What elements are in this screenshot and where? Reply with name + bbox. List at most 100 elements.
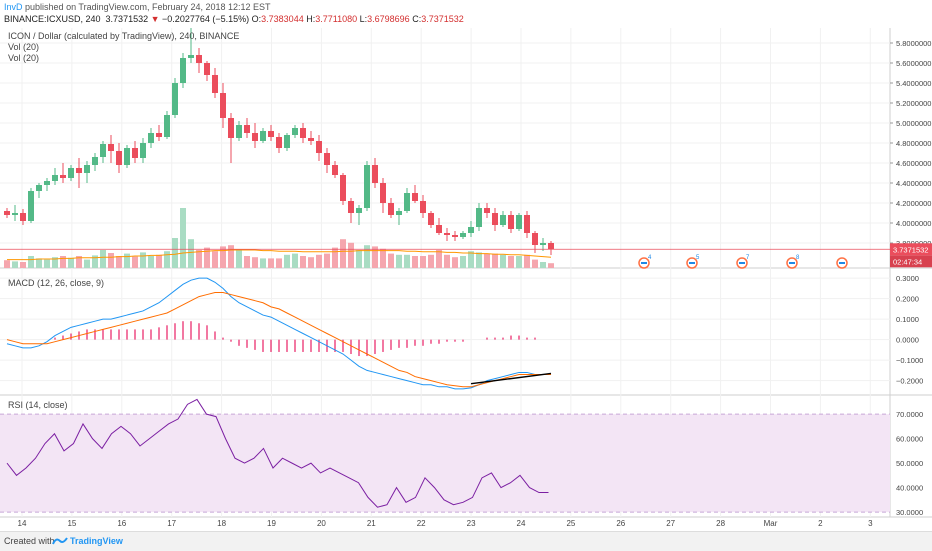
author-name[interactable]: InvD	[4, 2, 23, 12]
candle-body	[420, 201, 426, 213]
volume-bar	[412, 256, 418, 268]
y-tick-label: 5.0000000	[896, 119, 931, 128]
candle-body	[332, 165, 338, 175]
volume-bar	[524, 254, 530, 268]
candle-body	[148, 133, 154, 143]
x-tick-label: 26	[616, 519, 625, 528]
low-label: L:	[359, 14, 368, 24]
volume-label-2: Vol (20)	[8, 53, 40, 63]
volume-bar	[492, 253, 498, 268]
volume-ma-line	[7, 249, 552, 261]
candle-body	[228, 118, 234, 138]
volume-bar	[316, 254, 322, 268]
x-tick-label: 21	[367, 519, 376, 528]
candle-body	[540, 243, 546, 245]
footer: Created with TradingView	[0, 531, 932, 551]
candle-body	[156, 133, 162, 137]
candle-body	[52, 175, 58, 181]
candle-body	[220, 93, 226, 118]
rsi-pane-title: RSI (14, close)	[8, 400, 68, 410]
volume-bar	[260, 258, 266, 268]
rsi-line	[6, 398, 549, 508]
signal-line	[6, 292, 551, 388]
publish-info: published on TradingView.com, February 2…	[25, 2, 271, 12]
candle-body	[44, 181, 50, 185]
volume-bar	[500, 254, 506, 268]
candle-body	[316, 141, 322, 153]
volume-bar	[332, 247, 338, 268]
candle-body	[284, 135, 290, 148]
volume-bar	[436, 250, 442, 268]
y-tick-label: 70.0000	[896, 410, 923, 419]
volume-bar	[188, 239, 194, 268]
volume-bar	[252, 257, 258, 268]
candle-body	[92, 157, 98, 165]
tradingview-brand[interactable]: TradingView	[70, 536, 123, 546]
x-tick-label: 14	[18, 519, 27, 528]
volume-bar	[548, 263, 554, 268]
last-price-tag	[890, 243, 932, 256]
main-pane-title: ICON / Dollar (calculated by TradingView…	[8, 31, 240, 41]
volume-bar	[356, 250, 362, 268]
volume-bar	[396, 254, 402, 268]
candle-body	[188, 55, 194, 58]
candle-body	[28, 191, 34, 221]
y-tick-label: 50.0000	[896, 459, 923, 468]
symbol-label: BINANCE:ICXUSD, 240	[4, 14, 101, 24]
volume-bar	[44, 259, 50, 268]
volume-bar	[76, 256, 82, 268]
volume-bar	[276, 258, 282, 268]
x-tick-label: 17	[167, 519, 176, 528]
close-label: C:	[412, 14, 422, 24]
volume-bar	[484, 253, 490, 268]
low-value: 3.6798696	[367, 14, 410, 24]
candle-body	[340, 175, 346, 201]
x-tick-label: 28	[716, 519, 725, 528]
volume-bar	[52, 257, 58, 268]
candle-body	[124, 148, 130, 165]
open-label: O:	[251, 14, 262, 24]
volume-bar	[388, 253, 394, 268]
chart-canvas[interactable]: 14 15 16 17 18 19 20 21 22 23 24 25 26 27 28 Mar 2 35.800…	[0, 0, 932, 531]
volume-bar	[340, 239, 346, 268]
volume-bar	[60, 256, 66, 268]
y-tick-label: 0.0000	[896, 336, 919, 345]
volume-bar	[444, 254, 450, 268]
close-value: 3.7371532	[421, 14, 464, 24]
volume-bar	[308, 257, 314, 268]
candle-body	[172, 83, 178, 115]
y-tick-label: 4.6000000	[896, 159, 931, 168]
y-tick-label: 5.4000000	[896, 79, 931, 88]
volume-bar	[348, 242, 354, 268]
volume-bar	[292, 253, 298, 268]
volume-bar	[452, 257, 458, 268]
macd-pane-title: MACD (12, 26, close, 9)	[8, 278, 105, 288]
volume-bar	[364, 245, 370, 268]
y-tick-label: 60.0000	[896, 435, 923, 444]
volume-bar	[180, 208, 186, 268]
volume-bar	[428, 254, 434, 268]
y-tick-label: −0.2000	[896, 377, 923, 386]
high-label: H:	[306, 14, 316, 24]
event-count-label: 7	[746, 255, 750, 261]
y-tick-label: 4.4000000	[896, 179, 931, 188]
volume-bar	[172, 238, 178, 268]
candle-body	[244, 125, 250, 133]
x-tick-label: 27	[666, 519, 675, 528]
volume-bar	[148, 256, 154, 268]
candle-body	[108, 144, 114, 151]
volume-bar	[284, 254, 290, 268]
open-value: 3.7383044	[261, 14, 304, 24]
volume-bar	[140, 252, 146, 268]
x-tick-label: Mar	[764, 519, 778, 528]
candle-body	[292, 128, 298, 135]
volume-bar	[300, 256, 306, 268]
candle-body	[36, 185, 42, 191]
publish-line: InvD published on TradingView.com, Febru…	[4, 2, 271, 12]
candle-body	[4, 211, 10, 215]
candle-body	[260, 131, 266, 141]
y-tick-label: 5.2000000	[896, 99, 931, 108]
candle-body	[140, 143, 146, 158]
rsi-band	[0, 414, 890, 513]
y-tick-label: 40.0000	[896, 484, 923, 493]
